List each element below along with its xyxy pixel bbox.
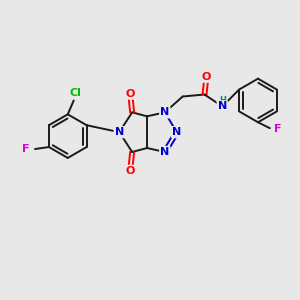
- Text: N: N: [160, 107, 170, 117]
- Text: H: H: [219, 96, 226, 105]
- Text: F: F: [274, 124, 282, 134]
- Text: O: O: [125, 166, 135, 176]
- Text: O: O: [202, 72, 211, 82]
- Text: Cl: Cl: [70, 88, 82, 98]
- Text: N: N: [218, 101, 227, 111]
- Text: N: N: [160, 147, 170, 157]
- Text: F: F: [22, 144, 30, 154]
- Text: N: N: [172, 127, 182, 137]
- Text: N: N: [115, 127, 124, 137]
- Text: O: O: [125, 88, 135, 98]
